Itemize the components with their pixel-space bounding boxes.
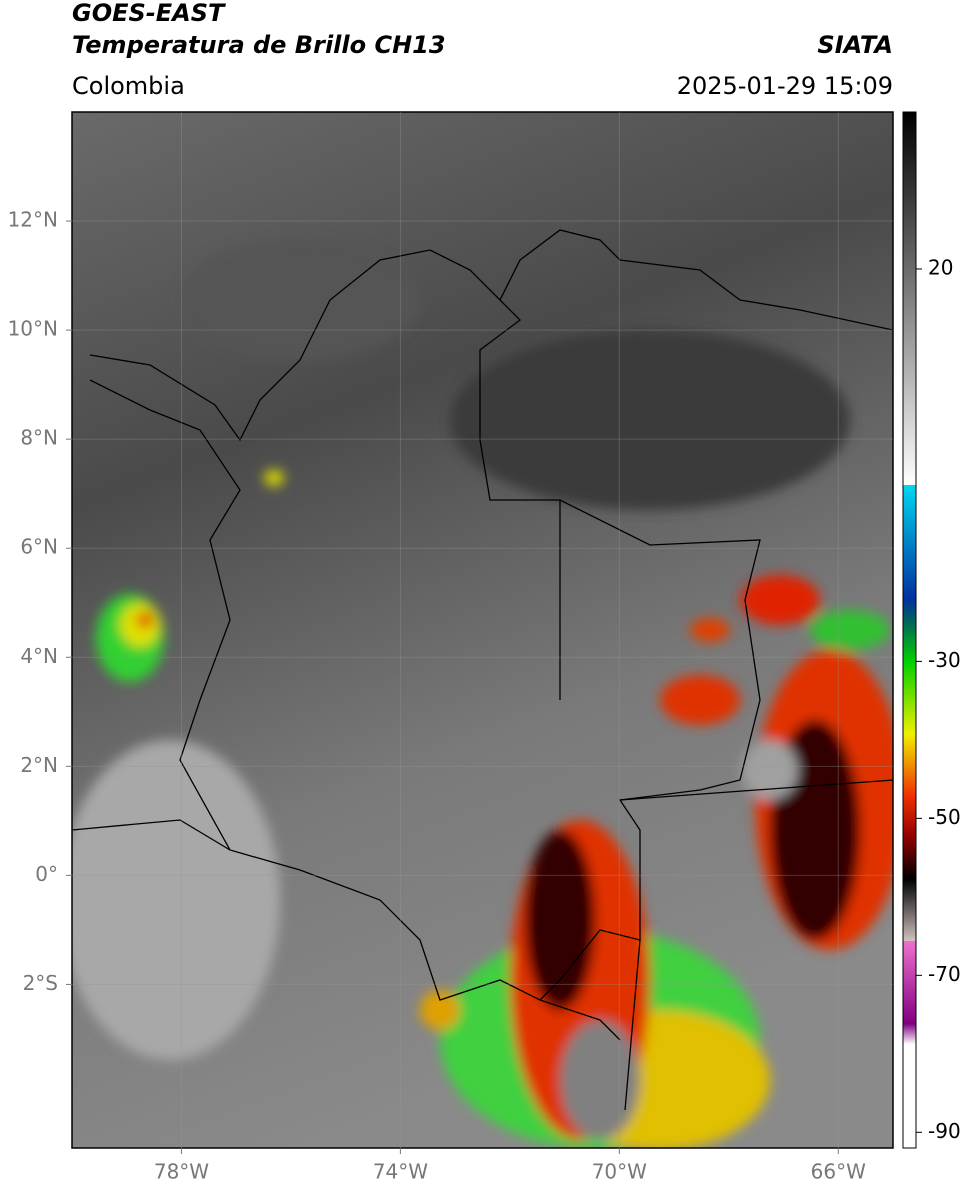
y-tick-label: 2°S [23, 971, 58, 995]
x-tick-label: 78°W [154, 1160, 209, 1184]
y-tick-label: 8°N [20, 426, 58, 450]
y-tick-label: 2°N [20, 753, 58, 777]
y-tick-label: 0° [35, 862, 58, 886]
product: Temperatura de Brillo CH13 [72, 31, 446, 59]
map-frame [71, 111, 894, 1149]
region: Colombia [72, 72, 185, 100]
colorbar-tick-label: 20 [928, 255, 953, 279]
satellite: GOES-EAST [72, 0, 226, 27]
colorbar [902, 111, 917, 1149]
colorbar-tick-label: -70 [928, 962, 961, 986]
colorbar-tick-label: -90 [928, 1119, 961, 1143]
colorbar-tick-label: -30 [928, 648, 961, 672]
y-tick-label: 12°N [8, 208, 58, 232]
y-tick-label: 10°N [8, 317, 58, 341]
source: SIATA [817, 31, 893, 59]
colorbar-tick-label: -50 [928, 805, 961, 829]
x-tick-label: 66°W [811, 1160, 866, 1184]
x-tick-label: 74°W [373, 1160, 428, 1184]
y-tick-label: 6°N [20, 535, 58, 559]
x-tick-label: 70°W [592, 1160, 647, 1184]
imagery [72, 112, 893, 1148]
datetime: 2025-01-29 15:09 [677, 72, 893, 100]
y-tick-label: 4°N [20, 644, 58, 668]
